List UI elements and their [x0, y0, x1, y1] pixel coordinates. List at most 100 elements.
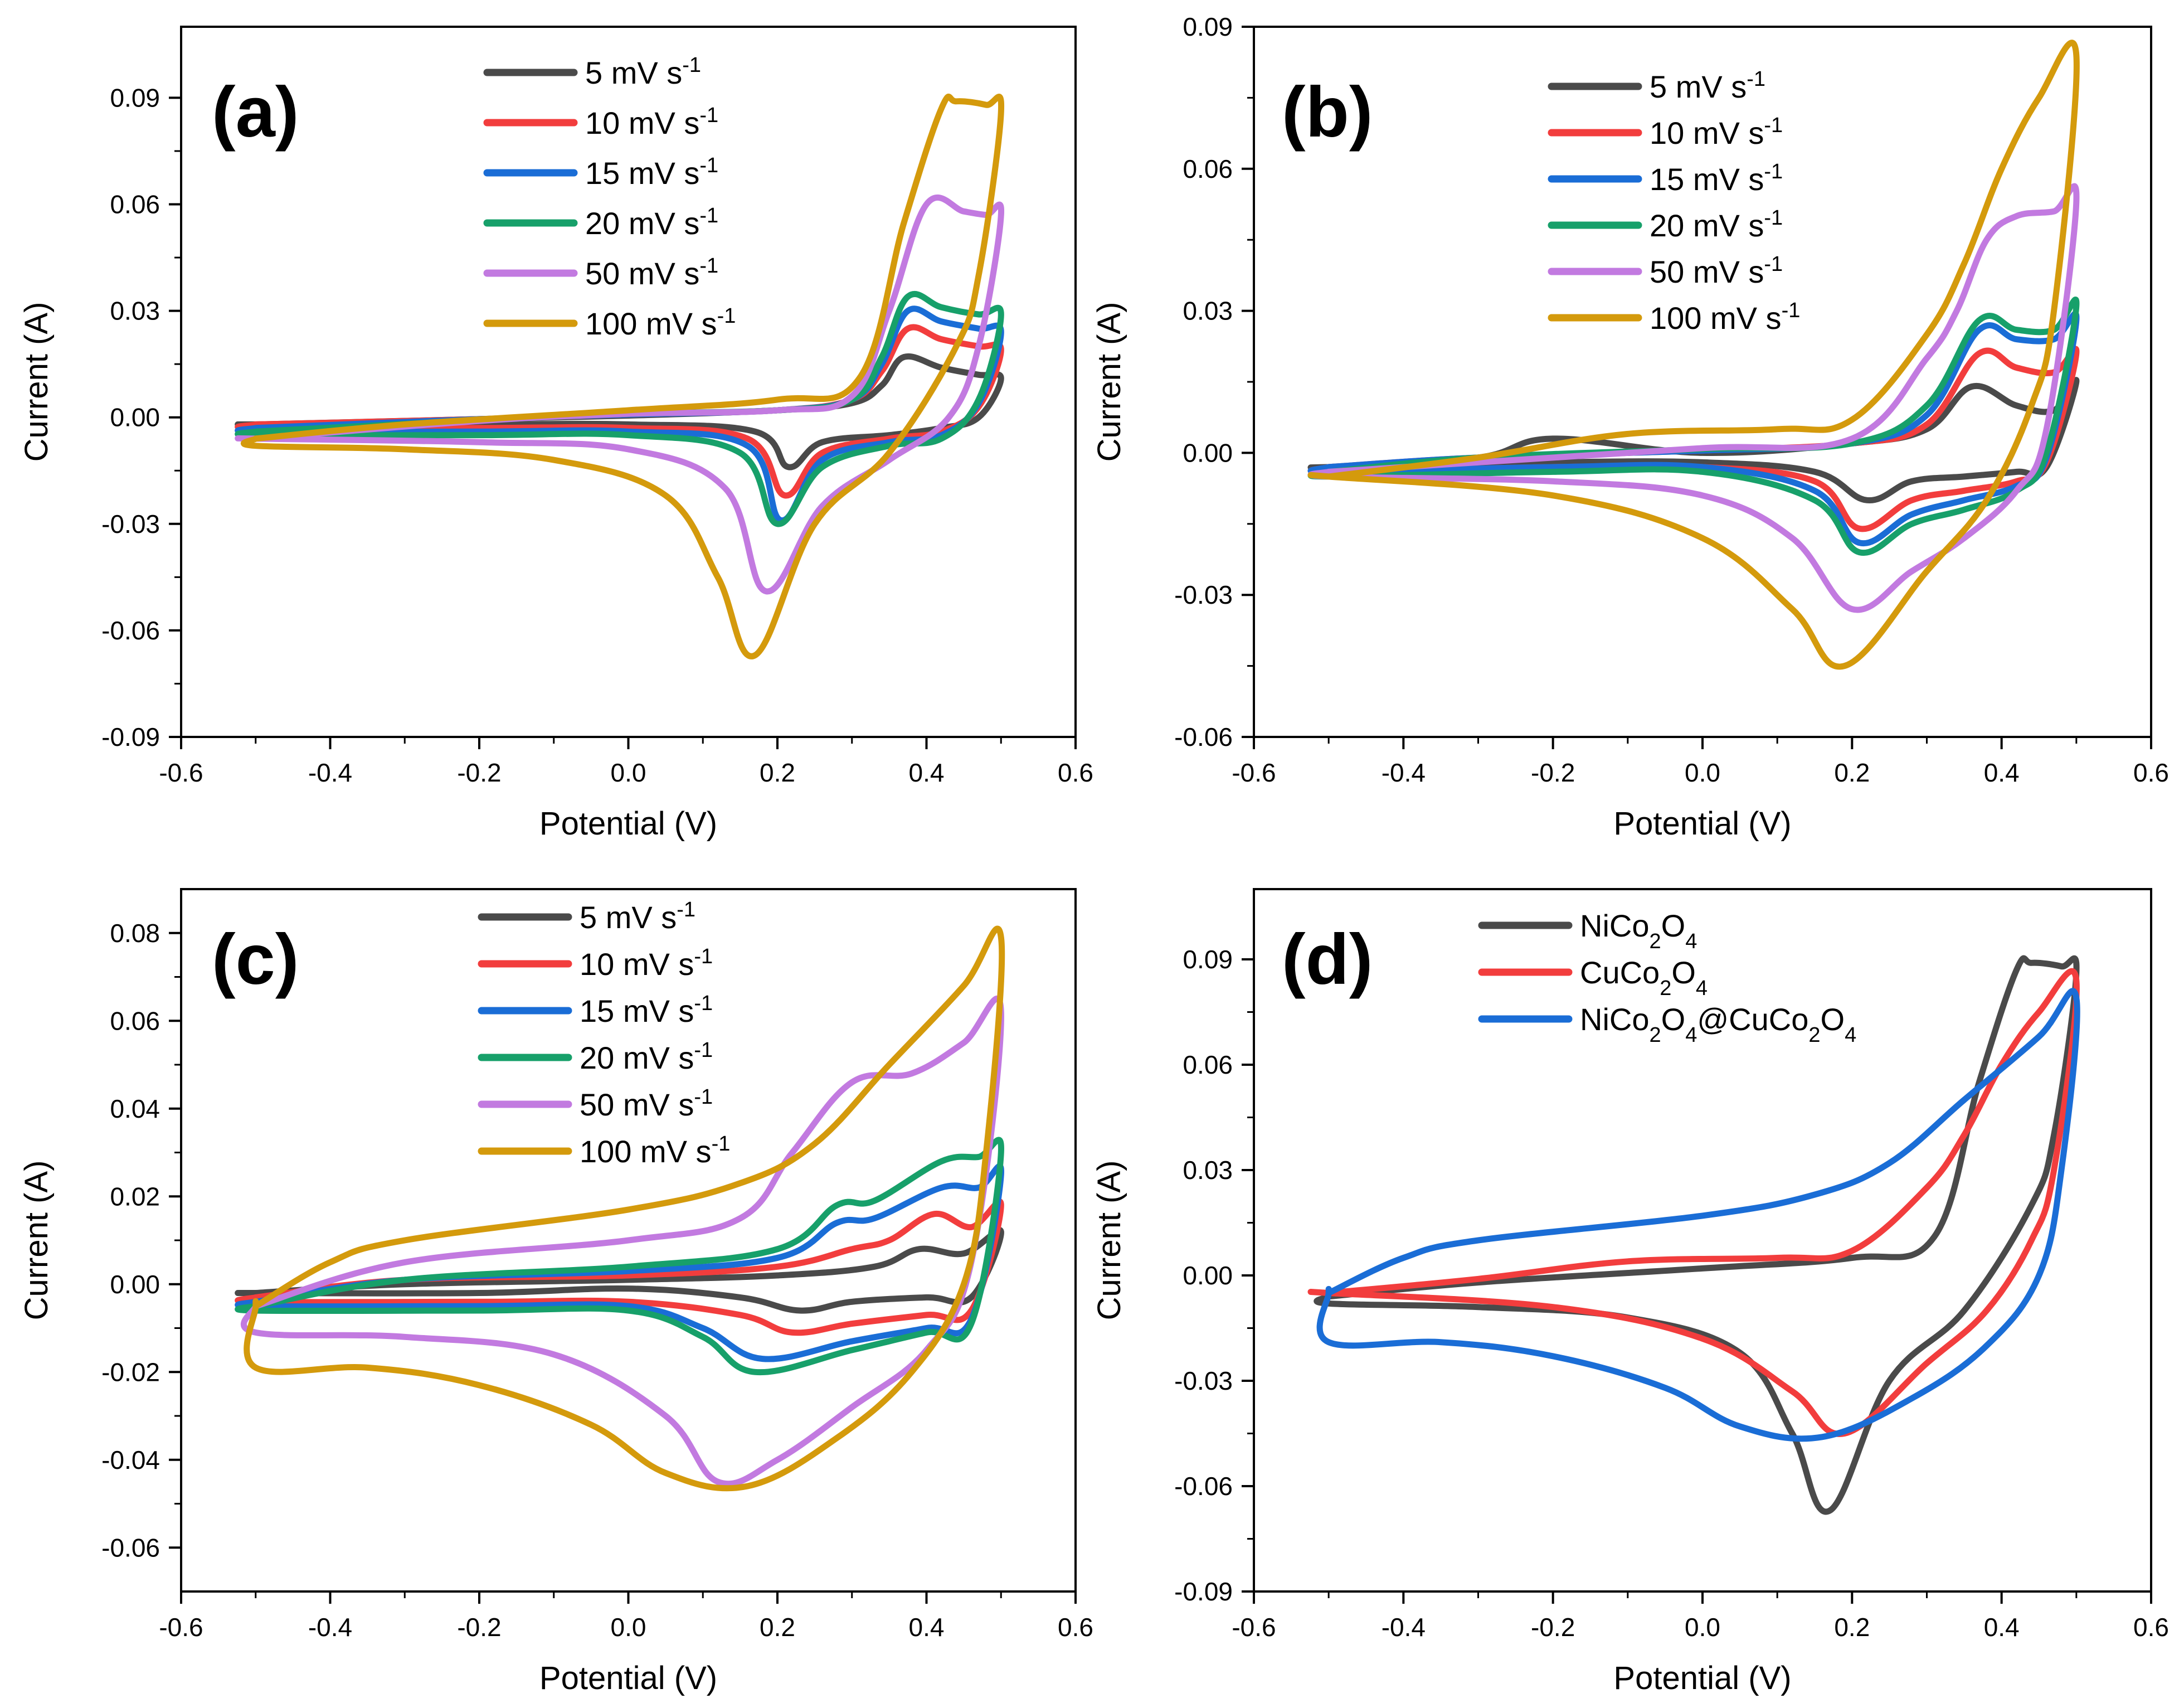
x-tick-label: -0.6	[1232, 758, 1276, 787]
curve-group	[1307, 955, 2080, 1515]
curve-group	[235, 93, 1005, 659]
legend-label: 5 mV s-1	[1650, 67, 1765, 104]
chart-panel-a: -0.6 -0.4 -0.2 0.0 0.2 0.4 0.6 -0.09 -0.06 -0.03 0…	[18, 26, 1093, 842]
x-tick-label: 0.4	[1984, 758, 2020, 787]
panel-label: (a)	[212, 72, 299, 152]
y-tick-label: -0.06	[101, 1533, 160, 1562]
y-tick-label: -0.03	[1174, 580, 1233, 609]
y-axis-label: Current (A)	[18, 1161, 55, 1321]
x-axis-label: Potential (V)	[539, 1660, 717, 1696]
x-tick-label: 0.6	[1058, 1613, 1093, 1642]
x-tick-label: 0.0	[1685, 1613, 1720, 1642]
y-tick-label: 0.06	[110, 1006, 160, 1035]
y-tick-label: 0.09	[110, 83, 160, 112]
y-tick-label: -0.09	[101, 722, 160, 751]
y-axis-label: Current (A)	[1091, 1161, 1127, 1321]
x-tick-label: -0.6	[1232, 1613, 1276, 1642]
legend-label: 20 mV s-1	[580, 1039, 713, 1075]
series-line-100-mv-s	[241, 93, 1005, 659]
legend-label: 50 mV s-1	[580, 1085, 713, 1122]
legend-label: 100 mV s-1	[585, 304, 736, 341]
legend: 5 mV s-1 10 mV s-1 15 mV s-1 20 mV s-1 50 mV…	[483, 54, 736, 341]
y-tick-label: -0.02	[101, 1357, 160, 1386]
series-line-50-mv-s	[235, 194, 1004, 595]
legend-label: 20 mV s-1	[1650, 206, 1783, 243]
legend: 5 mV s-1 10 mV s-1 15 mV s-1 20 mV s-1 50 mV…	[1548, 67, 1800, 336]
legend-label: 15 mV s-1	[580, 992, 713, 1028]
series-line-20-mv-s	[235, 1137, 1004, 1376]
panel-label: (b)	[1282, 72, 1373, 152]
y-tick-label: 0.09	[1183, 945, 1233, 974]
x-tick-label: 0.2	[1834, 1613, 1870, 1642]
y-tick-label: 0.00	[1183, 1261, 1233, 1290]
y-tick-label: -0.03	[101, 510, 160, 538]
curve-group	[1307, 40, 2080, 670]
x-axis-label: Potential (V)	[1613, 806, 1791, 842]
x-tick-label: 0.2	[760, 758, 795, 787]
legend-label: NiCo2O4@CuCo2O4	[1580, 1002, 1856, 1047]
x-tick-label: -0.2	[1531, 1613, 1575, 1642]
panel-label: (d)	[1282, 920, 1373, 999]
legend-label: 15 mV s-1	[1650, 160, 1783, 197]
x-tick-label: -0.2	[1531, 758, 1575, 787]
legend-label: 10 mV s-1	[585, 104, 718, 140]
x-tick-label: -0.6	[159, 1613, 203, 1642]
legend-label: 10 mV s-1	[1650, 114, 1783, 151]
legend: 5 mV s-1 10 mV s-1 15 mV s-1 20 mV s-1 50 mV…	[478, 898, 730, 1169]
y-tick-label: 0.04	[110, 1094, 160, 1123]
chart-panel-c: -0.6 -0.4 -0.2 0.0 0.2 0.4 0.6 -0.06 -0.04 -0.02 0…	[18, 888, 1093, 1696]
y-tick-label: -0.03	[1174, 1366, 1233, 1395]
y-tick-label: 0.03	[110, 297, 160, 326]
x-tick-label: -0.2	[457, 1613, 501, 1642]
legend-label: 50 mV s-1	[585, 254, 718, 291]
x-tick-label: 0.4	[909, 758, 945, 787]
x-tick-label: -0.4	[1382, 1613, 1426, 1642]
legend-label: 5 mV s-1	[580, 898, 695, 935]
curve-group	[235, 925, 1005, 1492]
legend-label: 15 mV s-1	[585, 154, 718, 191]
x-tick-label: 0.2	[1834, 758, 1870, 787]
y-tick-label: 0.00	[110, 1270, 160, 1299]
x-tick-label: 0.6	[2133, 758, 2169, 787]
x-tick-label: -0.2	[457, 758, 501, 787]
chart-panel-d: -0.6 -0.4 -0.2 0.0 0.2 0.4 0.6 -0.09 -0.06 -0.03 0…	[1091, 888, 2169, 1696]
legend-label: 100 mV s-1	[1650, 299, 1800, 336]
y-tick-label: -0.06	[1174, 722, 1233, 751]
y-tick-label: -0.04	[101, 1445, 160, 1474]
x-tick-label: -0.4	[308, 758, 352, 787]
legend-label: 20 mV s-1	[585, 204, 718, 241]
x-tick-label: 0.2	[760, 1613, 795, 1642]
legend-label: 50 mV s-1	[1650, 253, 1783, 289]
x-tick-label: 0.0	[611, 1613, 646, 1642]
series-line-nico2o4-cuco2o4	[1316, 988, 2080, 1442]
x-tick-label: 0.0	[1685, 758, 1720, 787]
y-tick-label: 0.00	[1183, 438, 1233, 467]
y-axis-label: Current (A)	[1091, 302, 1127, 462]
legend-label: 5 mV s-1	[585, 54, 701, 90]
panel-label: (c)	[212, 920, 299, 999]
series-line-100-mv-s	[1307, 40, 2080, 670]
x-tick-label: 0.6	[2133, 1613, 2169, 1642]
series-line-20-mv-s	[1307, 297, 2080, 556]
y-tick-label: 0.06	[110, 190, 160, 219]
x-tick-label: -0.4	[1382, 758, 1426, 787]
chart-panel-b: -0.6 -0.4 -0.2 0.0 0.2 0.4 0.6 -0.06 -0.03 0.00 0.…	[1091, 12, 2169, 842]
series-line-50-mv-s	[1307, 183, 2080, 613]
x-tick-label: 0.6	[1058, 758, 1093, 787]
series-line-5-mv-s	[235, 1227, 1004, 1314]
y-tick-label: 0.06	[1183, 154, 1233, 183]
series-line-cuco2o4	[1307, 968, 2080, 1437]
y-tick-label: 0.02	[110, 1182, 160, 1211]
y-tick-label: 0.06	[1183, 1050, 1233, 1079]
y-tick-label: 0.03	[1183, 297, 1233, 326]
legend-label: 100 mV s-1	[580, 1132, 730, 1169]
legend-label: 10 mV s-1	[580, 945, 713, 982]
y-tick-label: 0.08	[110, 919, 160, 948]
x-tick-label: -0.4	[308, 1613, 352, 1642]
legend-label: NiCo2O4	[1580, 908, 1697, 953]
y-tick-label: -0.06	[101, 616, 160, 645]
y-tick-label: 0.00	[110, 403, 160, 432]
x-tick-label: -0.6	[159, 758, 203, 787]
